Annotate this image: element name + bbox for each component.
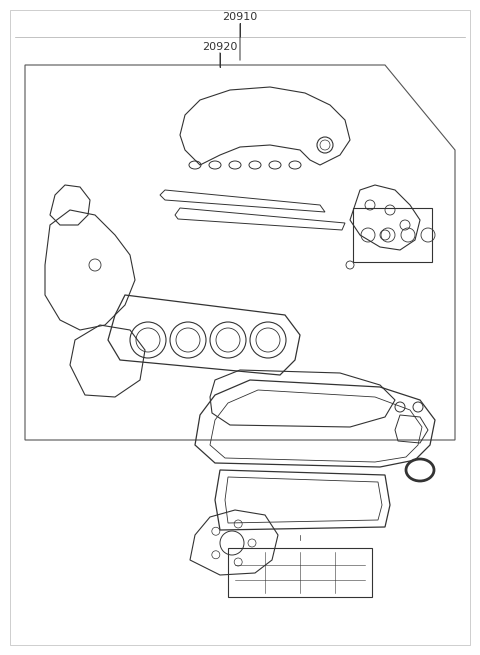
- Text: 20910: 20910: [222, 12, 258, 22]
- Text: 20920: 20920: [202, 42, 238, 52]
